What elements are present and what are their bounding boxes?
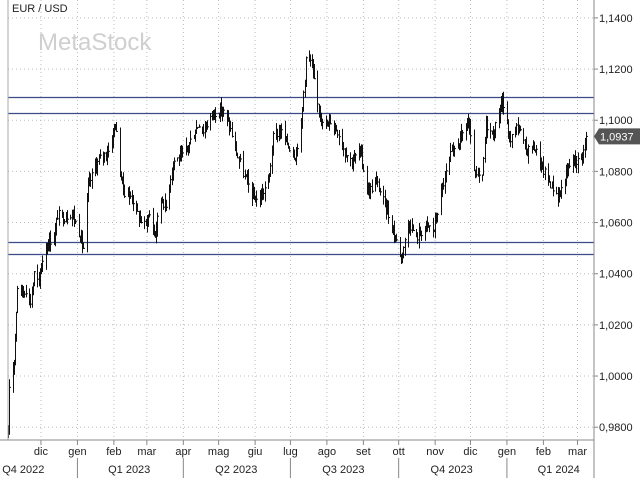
x-month-label: nov — [426, 446, 444, 458]
last-price-label: 1,0937 — [600, 131, 634, 143]
x-quarter-label: Q2 2023 — [215, 464, 257, 476]
chart-title: EUR / USD — [12, 3, 68, 15]
x-month-label: dic — [34, 446, 49, 458]
x-month-label: gen — [498, 446, 516, 458]
y-tick-label: 1,0800 — [599, 166, 633, 178]
x-month-label: ago — [318, 446, 336, 458]
watermark-logo: MetaStock — [38, 29, 152, 56]
x-month-label: giu — [248, 446, 263, 458]
x-quarter-label: Q1 2023 — [108, 464, 150, 476]
y-axis-ticks: 0,9800 1,0000 1,0200 1,0400 1,0600 1,0800 1,10… — [594, 13, 633, 434]
x-month-label: feb — [536, 446, 551, 458]
y-tick-label: 1,0200 — [599, 320, 633, 332]
x-month-label: lug — [283, 446, 298, 458]
x-month-label: gen — [68, 446, 86, 458]
x-axis-ticks: dic gen feb mar apr mag giu lug ago set ott nov dic g… — [2, 440, 587, 478]
y-tick-label: 0,9800 — [599, 422, 633, 434]
x-month-label: dic — [463, 446, 478, 458]
grid — [8, 0, 594, 440]
last-price-badge: 1,0937 — [594, 128, 640, 145]
x-quarter-label: Q4 2023 — [431, 464, 473, 476]
x-quarter-label: Q4 2022 — [2, 464, 44, 476]
x-month-label: mar — [137, 446, 156, 458]
horizontal-lines — [8, 96, 594, 256]
y-tick-label: 1,0000 — [599, 371, 633, 383]
x-month-label: ott — [393, 446, 405, 458]
y-tick-label: 1,0400 — [599, 269, 633, 281]
y-tick-label: 1,1200 — [599, 64, 633, 76]
x-quarter-label: Q1 2024 — [538, 464, 580, 476]
x-month-label: mar — [568, 446, 587, 458]
last-price-marker — [594, 128, 640, 145]
axes — [0, 0, 595, 478]
ohlc-bars — [8, 50, 588, 439]
y-tick-label: 1,1000 — [599, 115, 633, 127]
y-tick-label: 1,1400 — [599, 13, 633, 25]
x-month-label: set — [356, 446, 371, 458]
x-quarter-label: Q3 2023 — [322, 464, 364, 476]
x-month-label: apr — [175, 446, 191, 458]
x-month-label: feb — [106, 446, 121, 458]
x-month-label: mag — [208, 446, 229, 458]
y-tick-label: 1,0600 — [599, 218, 633, 230]
